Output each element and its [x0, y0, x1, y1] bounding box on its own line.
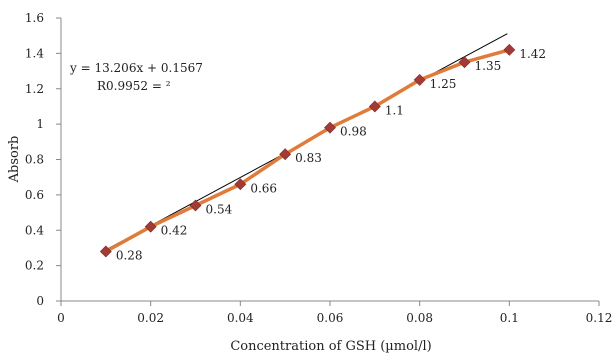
data-point-marker — [189, 199, 202, 212]
data-label: 0.83 — [295, 151, 322, 165]
x-axis-ticks: 0 0.02 0.04 0.06 0.08 0.1 0.12 — [57, 301, 612, 325]
data-labels: 0.28 0.42 0.54 0.66 0.83 0.98 1.1 1.25 1.35 1.42 — [116, 47, 546, 263]
x-tick-label: 0.12 — [586, 311, 612, 325]
y-axis-title: Absorb — [7, 136, 22, 184]
x-tick-label: 0.08 — [406, 311, 433, 325]
data-point-marker — [324, 121, 336, 134]
y-tick-label: 0 — [36, 294, 44, 308]
x-tick-label: 0.06 — [317, 311, 344, 325]
y-tick-label: 1.4 — [25, 46, 44, 60]
data-point-marker — [503, 43, 516, 56]
data-point-marker — [99, 245, 112, 258]
y-tick-label: 1.6 — [25, 11, 44, 25]
x-tick-label: 0 — [57, 311, 65, 325]
r-squared-label: R0.9952 = ² — [97, 79, 171, 93]
data-point-marker — [279, 148, 292, 161]
data-point-marker — [368, 100, 381, 113]
x-tick-label: 0.04 — [227, 311, 254, 325]
y-tick-label: 1 — [36, 117, 44, 131]
data-point-marker — [458, 56, 471, 69]
y-tick-label: 0.8 — [25, 153, 44, 167]
y-tick-label: 0.2 — [25, 259, 44, 273]
data-label: 1.1 — [385, 103, 404, 117]
data-point-marker — [144, 220, 157, 233]
data-label: 0.98 — [340, 125, 367, 139]
data-label: 0.66 — [250, 181, 277, 195]
equation-label: y = 13.206x + 0.1567 — [69, 61, 203, 75]
x-tick-label: 0.1 — [500, 311, 519, 325]
data-label: 1.25 — [430, 77, 457, 91]
data-label: 0.28 — [116, 248, 143, 262]
x-tick-label: 0.02 — [137, 311, 164, 325]
y-tick-label: 1.2 — [25, 82, 44, 96]
data-label: 0.42 — [161, 224, 188, 238]
series-group — [99, 43, 516, 258]
y-axis-ticks: 0 0.2 0.4 0.6 0.8 1 1.2 1.4 1.6 — [25, 11, 61, 308]
x-axis-title: Concentration of GSH (µmol/l) — [230, 339, 431, 354]
data-point-marker — [413, 73, 426, 86]
data-label: 1.42 — [519, 47, 546, 61]
data-label: 1.35 — [475, 59, 502, 73]
series-line — [104, 48, 512, 254]
data-label: 0.54 — [206, 202, 233, 216]
y-tick-label: 0.4 — [25, 223, 44, 237]
data-point-marker — [234, 178, 247, 191]
y-tick-label: 0.6 — [25, 188, 44, 202]
